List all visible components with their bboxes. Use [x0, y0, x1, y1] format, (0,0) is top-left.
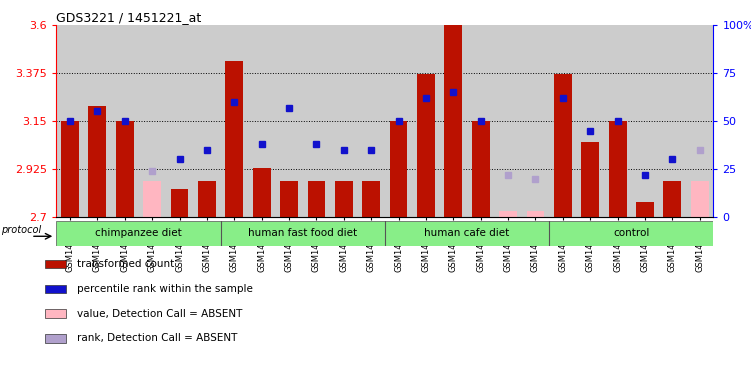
Bar — [44, 260, 65, 268]
Bar — [44, 285, 65, 293]
Bar — [221, 221, 385, 246]
Bar — [89, 106, 107, 217]
Bar — [554, 74, 572, 217]
Text: percentile rank within the sample: percentile rank within the sample — [77, 284, 253, 294]
Bar — [170, 189, 189, 217]
Bar — [691, 181, 709, 217]
Text: control: control — [613, 228, 650, 238]
Text: chimpanzee diet: chimpanzee diet — [95, 228, 182, 238]
Bar — [253, 168, 270, 217]
Bar — [56, 221, 221, 246]
Text: human fast food diet: human fast food diet — [248, 228, 357, 238]
Bar — [44, 310, 65, 318]
Bar — [472, 121, 490, 217]
Bar — [581, 142, 599, 217]
Bar — [116, 121, 134, 217]
Bar — [609, 121, 626, 217]
Bar — [526, 210, 544, 217]
Bar — [663, 181, 681, 217]
Bar — [417, 74, 435, 217]
Bar — [143, 181, 161, 217]
Bar — [549, 221, 713, 246]
Bar — [61, 121, 79, 217]
Bar — [44, 334, 65, 343]
Text: rank, Detection Call = ABSENT: rank, Detection Call = ABSENT — [77, 333, 238, 343]
Bar — [385, 221, 549, 246]
Text: protocol: protocol — [1, 225, 41, 235]
Bar — [308, 181, 325, 217]
Bar — [445, 25, 462, 217]
Bar — [499, 210, 517, 217]
Text: GDS3221 / 1451221_at: GDS3221 / 1451221_at — [56, 11, 201, 24]
Bar — [691, 181, 709, 217]
Bar — [280, 181, 298, 217]
Bar — [390, 121, 408, 217]
Text: human cafe diet: human cafe diet — [424, 228, 510, 238]
Text: transformed count: transformed count — [77, 259, 175, 269]
Text: value, Detection Call = ABSENT: value, Detection Call = ABSENT — [77, 309, 243, 319]
Bar — [362, 181, 380, 217]
Bar — [636, 202, 654, 217]
Bar — [335, 181, 353, 217]
Bar — [198, 181, 216, 217]
Bar — [225, 61, 243, 217]
